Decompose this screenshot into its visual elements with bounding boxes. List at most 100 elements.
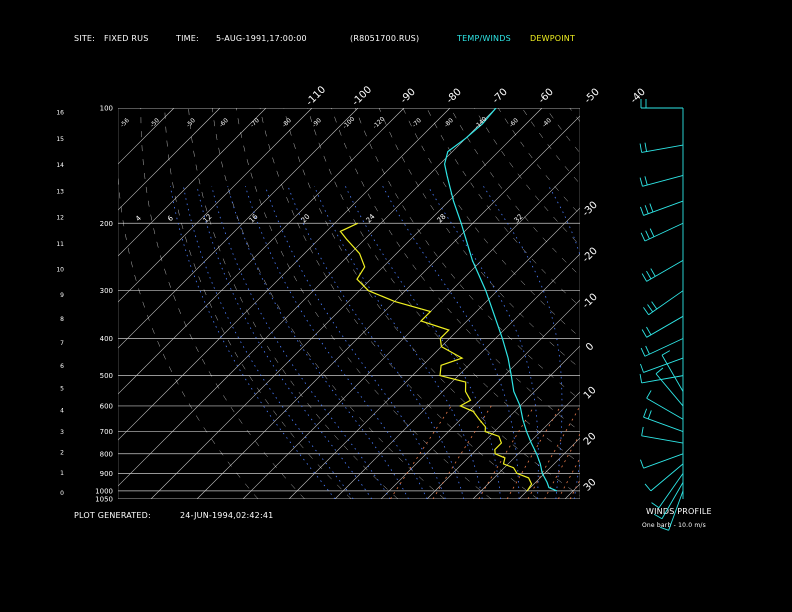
height-tick-label: 7: [60, 340, 64, 347]
moist-adiabat: [427, 185, 539, 499]
isotherm-top-label: -110: [304, 84, 328, 108]
time-value: 5-AUG-1991,17:00:00: [216, 34, 307, 43]
axis-labels: 1002003004005006007008009001000105001234…: [56, 84, 648, 503]
wind-barb-flag: [639, 373, 643, 383]
wind-barb-staff: [668, 490, 684, 531]
isotherm-right-label: -10: [581, 292, 600, 311]
dry-adiabat: [283, 108, 580, 497]
dry-adiabat: [665, 108, 792, 499]
isotherm-line: [118, 108, 497, 487]
dry-adiabat: [188, 108, 399, 499]
dry-adiabat: [450, 108, 580, 277]
moist-adiabat-label: -80: [443, 117, 455, 129]
mixing-ratio-line: [569, 479, 580, 499]
height-tick-label: 14: [56, 162, 64, 169]
pressure-tick-label: 1000: [95, 487, 113, 495]
wind-barb-flag: [645, 230, 650, 240]
wind-barb-staff: [646, 259, 684, 282]
mixing-ratio-label: 6: [166, 214, 175, 223]
moist-adiabat: [382, 186, 520, 499]
mixing-ratio-label: 4: [134, 214, 143, 223]
file-name: (R8051700.RUS): [350, 34, 420, 43]
dry-adiabat: [426, 108, 580, 307]
mixing-ratio-line: [527, 405, 580, 499]
wind-barb-staff: [641, 375, 684, 384]
isotherm-right-label: -20: [581, 246, 600, 265]
legend-temp-winds: TEMP/WINDS: [457, 34, 511, 43]
dry-adiabat: [521, 108, 580, 185]
moist-adiabat-label: -80: [281, 117, 293, 129]
wind-barb-staff: [643, 453, 684, 469]
isotherm-line: [196, 115, 580, 499]
wind-barb-flag: [640, 363, 644, 373]
wind-barb-flag: [644, 483, 652, 492]
dewpoint-curve: [339, 222, 533, 492]
wind-barb-flag: [644, 142, 648, 152]
dry-adiabat: [118, 174, 259, 499]
height-tick-label: 13: [56, 188, 64, 195]
dry-adiabat: [140, 108, 305, 499]
isotherm-line: [426, 345, 580, 499]
plot-generated-value: 24-JUN-1994,02:42:41: [180, 511, 274, 520]
height-tick-label: 1: [60, 470, 64, 477]
moist-adiabat-label: -70: [249, 117, 261, 129]
isotherm-line: [118, 108, 451, 441]
dry-adiabat: [689, 108, 792, 499]
moist-adiabat-label: -40: [541, 117, 553, 129]
moist-adiabat: [593, 186, 627, 499]
sounding-curves: [339, 108, 558, 492]
moist-adiabat-label: -60: [508, 117, 520, 129]
isotherm-line: [564, 483, 580, 499]
pressure-tick-label: 700: [100, 428, 113, 436]
moist-adiabat: [313, 186, 483, 499]
isotherm-line: [118, 108, 313, 303]
pressure-tick-label: 300: [100, 287, 113, 295]
wind-barb-flag: [653, 513, 663, 520]
wind-barb-flag: [645, 345, 650, 355]
wind-barb-flag: [646, 326, 652, 336]
mixing-ratio-line: [390, 405, 452, 499]
wind-barb-staff: [641, 144, 684, 153]
moist-adiabat: [227, 186, 409, 499]
pressure-tick-label: 800: [100, 450, 113, 458]
pressure-tick-label: 400: [100, 335, 113, 343]
isotherm-line: [334, 253, 580, 499]
isotherm-right-label: 0: [584, 341, 596, 353]
wind-barb-flag: [655, 367, 664, 375]
isotherm-line: [118, 108, 175, 165]
dry-adiabat: [212, 108, 445, 499]
mixing-ratio-label: 12: [202, 213, 214, 225]
wind-barb-flag: [643, 408, 648, 418]
isotherm-line: [657, 108, 792, 499]
pressure-tick-label: 1050: [95, 496, 113, 504]
wind-barb-staff: [641, 435, 684, 444]
wind-barb-flag: [660, 526, 669, 531]
pressure-tick-label: 200: [100, 220, 113, 228]
winds-profile: [639, 99, 684, 531]
isotherm-line: [118, 108, 405, 395]
site-label: SITE:: [74, 34, 96, 43]
pressure-tick-label: 600: [100, 402, 113, 410]
wind-barb-flag: [649, 228, 655, 237]
wind-barb-staff: [661, 354, 684, 392]
isotherm-top-label: -80: [445, 87, 464, 106]
dry-adiabat: [259, 108, 539, 499]
isotherm-right-label: -30: [581, 200, 600, 219]
wind-barb-flag: [651, 301, 658, 310]
wind-barb-staff: [648, 290, 684, 316]
moist-adiabat-label: -60: [218, 117, 230, 129]
dry-adiabat: [355, 108, 580, 400]
wind-barb-flag: [639, 177, 643, 187]
wind-barb-flag: [640, 459, 644, 469]
dry-adiabat: [641, 108, 792, 499]
height-tick-label: 6: [60, 363, 64, 370]
moist-adiabat: [264, 186, 446, 499]
height-tick-label: 5: [60, 386, 64, 393]
wind-barb-flag: [641, 273, 648, 282]
wind-barb-staff: [643, 416, 684, 432]
height-tick-label: 11: [56, 241, 64, 248]
isotherm-line: [118, 108, 267, 257]
height-tick-label: 16: [56, 110, 64, 117]
pressure-tick-label: 100: [100, 105, 113, 113]
